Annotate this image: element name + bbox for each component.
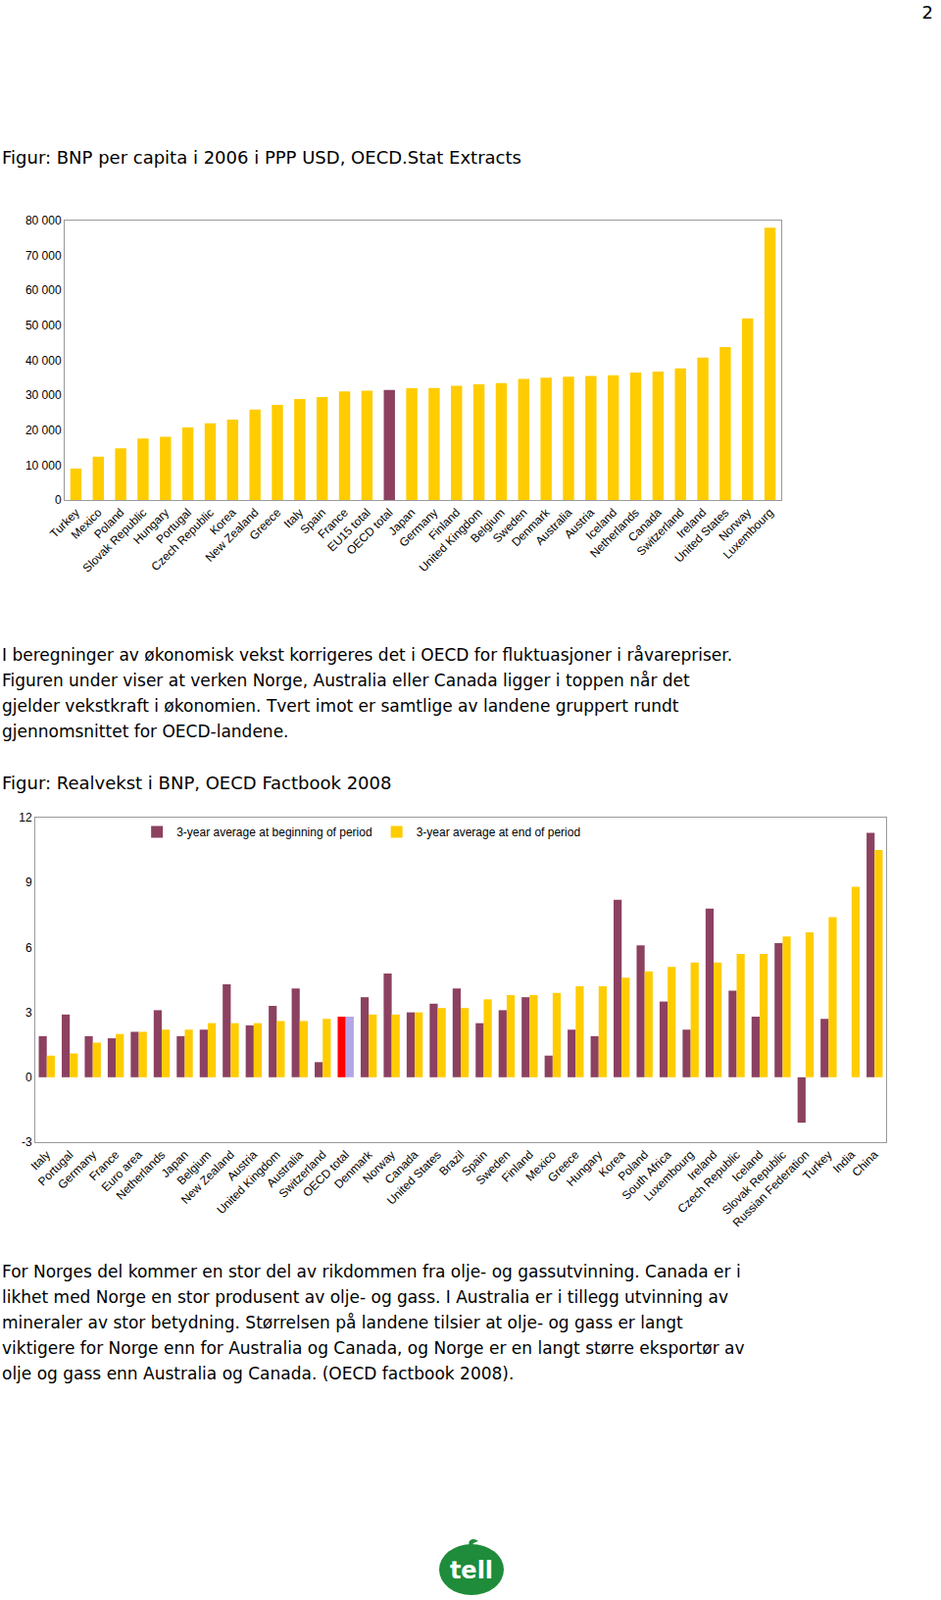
svg-text:Czech Republic: Czech Republic	[148, 505, 217, 574]
svg-text:Norway: Norway	[715, 505, 754, 545]
svg-text:40 000: 40 000	[25, 353, 62, 368]
svg-text:Switzerland: Switzerland	[276, 1147, 330, 1201]
svg-text:OECD total: OECD total	[344, 505, 397, 558]
html-text:For Norges del kommer en stor: For Norges del kommer en stor del av rik…	[1, 1261, 741, 1282]
svg-text:0: 0	[25, 1070, 33, 1085]
svg-text:Hungary: Hungary	[130, 505, 172, 547]
svg-text:France: France	[315, 505, 352, 543]
svg-text:Greece: Greece	[544, 1147, 583, 1186]
svg-text:Austria: Austria	[561, 505, 598, 543]
svg-text:Luxembourg: Luxembourg	[641, 1147, 697, 1204]
svg-text:tell: tell	[449, 1556, 494, 1585]
svg-text:Portugal: Portugal	[35, 1147, 77, 1189]
svg-text:Euro area: Euro area	[99, 1147, 146, 1194]
svg-text:Japan: Japan	[158, 1147, 192, 1181]
html-text:Figur: BNP per capita i 2006 i: Figur: BNP per capita i 2006 i PPP USD, …	[1, 147, 522, 168]
svg-text:Sweden: Sweden	[473, 1147, 514, 1189]
svg-text:Greece: Greece	[247, 505, 285, 544]
svg-text:-3: -3	[21, 1135, 33, 1149]
svg-text:70 000: 70 000	[25, 248, 62, 263]
svg-text:9: 9	[25, 875, 33, 890]
svg-text:Korea: Korea	[595, 1147, 629, 1181]
svg-text:Austria: Austria	[224, 1147, 261, 1185]
svg-text:United States: United States	[384, 1147, 445, 1208]
html-text:gjennomsnittet for OECD-landen: gjennomsnittet for OECD-landene.	[1, 721, 289, 742]
svg-text:OECD total: OECD total	[299, 1147, 352, 1200]
svg-text:30 000: 30 000	[25, 388, 62, 402]
html-text:I beregninger av økonomisk vek: I beregninger av økonomisk vekst korrige…	[1, 644, 733, 665]
svg-text:Netherlands: Netherlands	[113, 1147, 169, 1203]
html-text:mineraler av stor betydning. S: mineraler av stor betydning. Størrelsen …	[1, 1312, 683, 1333]
svg-text:Sweden: Sweden	[490, 505, 531, 546]
svg-text:Ireland: Ireland	[674, 505, 710, 542]
svg-text:12: 12	[18, 810, 33, 825]
svg-text:Finland: Finland	[425, 505, 463, 544]
svg-text:EU15 total: EU15 total	[324, 505, 374, 555]
svg-text:Italy: Italy	[281, 505, 306, 531]
svg-text:Portugal: Portugal	[152, 505, 195, 547]
svg-text:Korea: Korea	[206, 505, 240, 539]
svg-text:20 000: 20 000	[25, 423, 62, 438]
svg-text:South Africa: South Africa	[619, 1147, 675, 1203]
svg-text:Australia: Australia	[263, 1147, 306, 1190]
svg-text:Hungary: Hungary	[563, 1147, 605, 1189]
svg-text:Belgium: Belgium	[467, 505, 508, 546]
svg-text:Turkey: Turkey	[47, 505, 83, 542]
svg-text:3-year average at end of perio: 3-year average at end of period	[416, 825, 581, 840]
svg-text:Ireland: Ireland	[685, 1147, 721, 1184]
html-text:Figur: Realvekst i BNP, OECD F: Figur: Realvekst i BNP, OECD Factbook 20…	[1, 772, 392, 793]
svg-text:Canada: Canada	[382, 1147, 422, 1188]
html-text:gjelder vekstkraft i økonomien: gjelder vekstkraft i økonomien. Tvert im…	[1, 695, 679, 716]
svg-text:60 000: 60 000	[25, 283, 62, 298]
html-text:2: 2	[921, 1, 934, 23]
svg-text:India: India	[830, 1147, 859, 1177]
svg-text:New Zealand: New Zealand	[202, 505, 262, 565]
html-text:Figuren under viser at verken: Figuren under viser at verken Norge, Aus…	[1, 670, 690, 691]
svg-text:Denmark: Denmark	[331, 1146, 376, 1191]
svg-text:10 000: 10 000	[25, 458, 62, 473]
html-text:viktigere for Norge enn for Au: viktigere for Norge enn for Australia og…	[1, 1337, 745, 1358]
svg-text:Belgium: Belgium	[174, 1147, 215, 1189]
svg-text:3-year average at beginning of: 3-year average at beginning of period	[176, 825, 372, 840]
svg-text:Brazil: Brazil	[436, 1147, 467, 1179]
svg-text:Germany: Germany	[396, 505, 441, 550]
svg-text:Australia: Australia	[532, 505, 575, 548]
svg-text:Slovak Republic: Slovak Republic	[719, 1147, 790, 1218]
svg-text:Poland: Poland	[615, 1147, 651, 1184]
svg-text:Denmark: Denmark	[508, 504, 553, 549]
svg-text:Spain: Spain	[297, 505, 329, 538]
svg-text:Canada: Canada	[625, 505, 665, 545]
svg-text:Czech Republic: Czech Republic	[675, 1147, 743, 1216]
svg-text:6: 6	[25, 941, 33, 955]
svg-text:Italy: Italy	[28, 1147, 53, 1173]
svg-text:Mexico: Mexico	[522, 1147, 559, 1185]
html-text:likhet med Norge en stor produ: likhet med Norge en stor produsent av ol…	[1, 1287, 729, 1307]
svg-text:Mexico: Mexico	[68, 505, 105, 543]
svg-text:Switzerland: Switzerland	[634, 505, 688, 559]
svg-text:Norway: Norway	[359, 1147, 398, 1187]
svg-text:50 000: 50 000	[25, 318, 62, 333]
svg-text:Turkey: Turkey	[799, 1147, 836, 1184]
svg-text:Finland: Finland	[498, 1147, 537, 1186]
svg-text:Luxembourg: Luxembourg	[720, 505, 777, 562]
svg-text:Iceland: Iceland	[583, 505, 620, 543]
html-text:olje og gass enn Australia og: olje og gass enn Australia og Canada. (O…	[1, 1363, 515, 1384]
svg-text:France: France	[86, 1147, 123, 1185]
svg-text:Slovak Republic: Slovak Republic	[80, 505, 150, 576]
svg-text:China: China	[849, 1147, 882, 1180]
svg-text:Iceland: Iceland	[729, 1147, 766, 1185]
svg-text:80 000: 80 000	[25, 213, 62, 228]
svg-text:Germany: Germany	[54, 1147, 100, 1192]
svg-text:United Kingdom: United Kingdom	[213, 1147, 283, 1217]
svg-text:Spain: Spain	[458, 1147, 491, 1180]
svg-text:3: 3	[25, 1005, 33, 1020]
svg-text:Poland: Poland	[91, 505, 127, 542]
svg-text:Netherlands: Netherlands	[587, 505, 643, 561]
svg-text:New Zealand: New Zealand	[178, 1147, 238, 1207]
svg-text:United Kingdom: United Kingdom	[416, 505, 486, 575]
svg-text:0: 0	[54, 493, 62, 507]
svg-text:Russian Federation: Russian Federation	[730, 1147, 812, 1230]
svg-text:United States: United States	[671, 505, 732, 566]
svg-text:Japan: Japan	[385, 505, 418, 539]
